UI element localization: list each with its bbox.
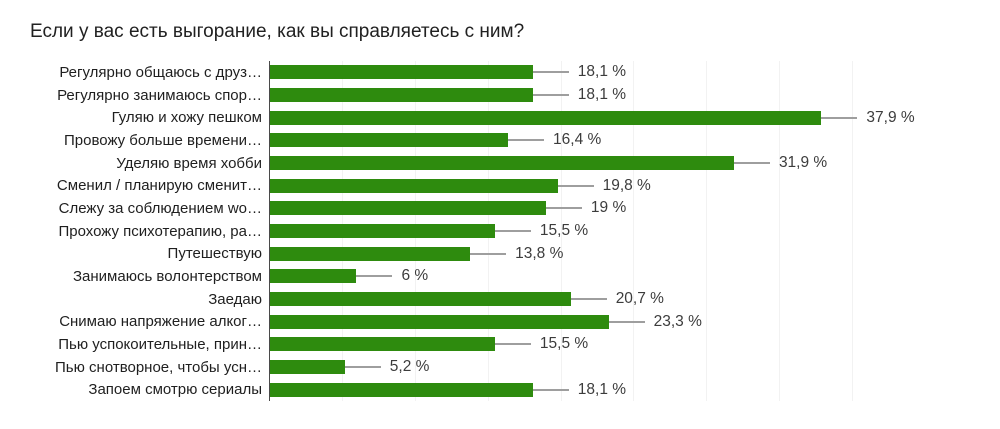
gridline xyxy=(779,61,781,401)
bar-row: 15,5 % xyxy=(269,220,852,243)
bar-row: 15,5 % xyxy=(269,333,852,356)
value-label: 18,1 % xyxy=(577,380,627,398)
value-label: 19,8 % xyxy=(602,176,651,194)
category-label: Запоем смотрю сериалы xyxy=(88,381,262,399)
bar xyxy=(269,88,533,102)
plot-area: 18,1 % 18,1 % 37,9 % 16,4 % 31,9 % 19,8 % 19 %… xyxy=(269,61,915,401)
category-label: Пью успокоительные, прин… xyxy=(58,335,262,353)
bar xyxy=(269,314,609,329)
bar-row: 16,4 % xyxy=(269,129,852,152)
category-label: Уделяю время хобби xyxy=(116,154,262,172)
gridline xyxy=(852,61,853,401)
category-label: Путешествую xyxy=(167,245,262,263)
category-label: Снимаю напряжение алког… xyxy=(59,313,262,331)
value-label: 18,1 % xyxy=(577,86,627,103)
leader-line xyxy=(532,71,569,74)
category-label: Заедаю xyxy=(208,290,262,308)
bar-row: 31,9 % xyxy=(269,152,852,175)
bar-row: 18,1 % xyxy=(269,84,852,107)
bar xyxy=(269,156,734,171)
bar xyxy=(269,133,509,148)
category-labels: Регулярно общаюсь с друз… Регулярно заним… xyxy=(0,61,262,401)
bar xyxy=(269,382,533,397)
bar xyxy=(269,337,495,352)
bar xyxy=(269,246,471,261)
category-label: Пью снотворное, чтобы усн… xyxy=(55,358,262,376)
value-label: 15,5 % xyxy=(539,222,589,240)
bar-row: 23,3 % xyxy=(269,310,852,333)
category-label: Регулярно занимаюсь спор… xyxy=(57,86,262,104)
bar-row: 5,2 % xyxy=(269,356,852,379)
gridline xyxy=(706,61,708,401)
category-label: Сменил / планирую сменит… xyxy=(56,177,262,195)
category-label: Прохожу психотерапию, ра… xyxy=(58,222,262,240)
bar xyxy=(269,292,571,307)
leader-line xyxy=(494,343,531,346)
gridline xyxy=(633,61,635,401)
bar xyxy=(269,360,345,375)
leader-line xyxy=(470,252,507,255)
leader-line xyxy=(344,366,381,369)
value-label: 13,8 % xyxy=(515,244,564,262)
bar xyxy=(269,269,357,284)
bar xyxy=(269,201,546,216)
bar-row: 19 % xyxy=(269,197,852,220)
leader-line xyxy=(821,116,858,119)
value-label: 31,9 % xyxy=(778,154,828,172)
leader-line xyxy=(494,230,531,233)
leader-line xyxy=(570,298,607,301)
category-label: Гуляю и хожу пешком xyxy=(111,109,262,127)
bar-row: 19,8 % xyxy=(269,174,852,197)
value-label: 15,5 % xyxy=(539,335,589,353)
leader-line xyxy=(608,320,645,323)
bar-row: 18,1 % xyxy=(269,61,852,84)
bar-rows: 18,1 % 18,1 % 37,9 % 16,4 % 31,9 % 19,8 % 19 %… xyxy=(269,61,915,401)
leader-line xyxy=(557,184,594,187)
bar xyxy=(269,178,558,193)
leader-line xyxy=(532,94,569,96)
bar xyxy=(269,65,533,80)
value-label: 23,3 % xyxy=(653,312,702,330)
value-label: 19 % xyxy=(590,199,627,217)
bar-row: 20,7 % xyxy=(269,288,852,311)
value-label: 18,1 % xyxy=(577,63,627,81)
bar-row: 6 % xyxy=(269,265,852,288)
value-label: 5,2 % xyxy=(389,358,430,376)
value-label: 6 % xyxy=(401,267,429,285)
bar xyxy=(269,110,822,125)
value-label: 37,9 % xyxy=(866,108,915,126)
leader-line xyxy=(532,388,569,391)
category-label: Занимаюсь волонтерством xyxy=(72,267,262,285)
bar xyxy=(269,224,495,239)
bar-row: 37,9 % xyxy=(269,106,915,129)
leader-line xyxy=(733,162,770,165)
chart-title: Если у вас есть выгорание, как вы справл… xyxy=(30,21,525,42)
value-label: 16,4 % xyxy=(553,131,602,149)
bar-row: 18,1 % xyxy=(269,378,852,401)
category-label: Регулярно общаюсь с друз… xyxy=(59,63,262,81)
gridline xyxy=(560,61,562,401)
axis-baseline xyxy=(269,61,270,401)
leader-line xyxy=(508,139,545,142)
category-label: Провожу больше времени… xyxy=(64,131,262,149)
category-label: Слежу за соблюдением wo… xyxy=(58,199,262,217)
value-label: 20,7 % xyxy=(615,290,664,308)
leader-line xyxy=(545,207,582,210)
leader-line xyxy=(356,275,393,278)
bar-row: 13,8 % xyxy=(269,242,852,265)
